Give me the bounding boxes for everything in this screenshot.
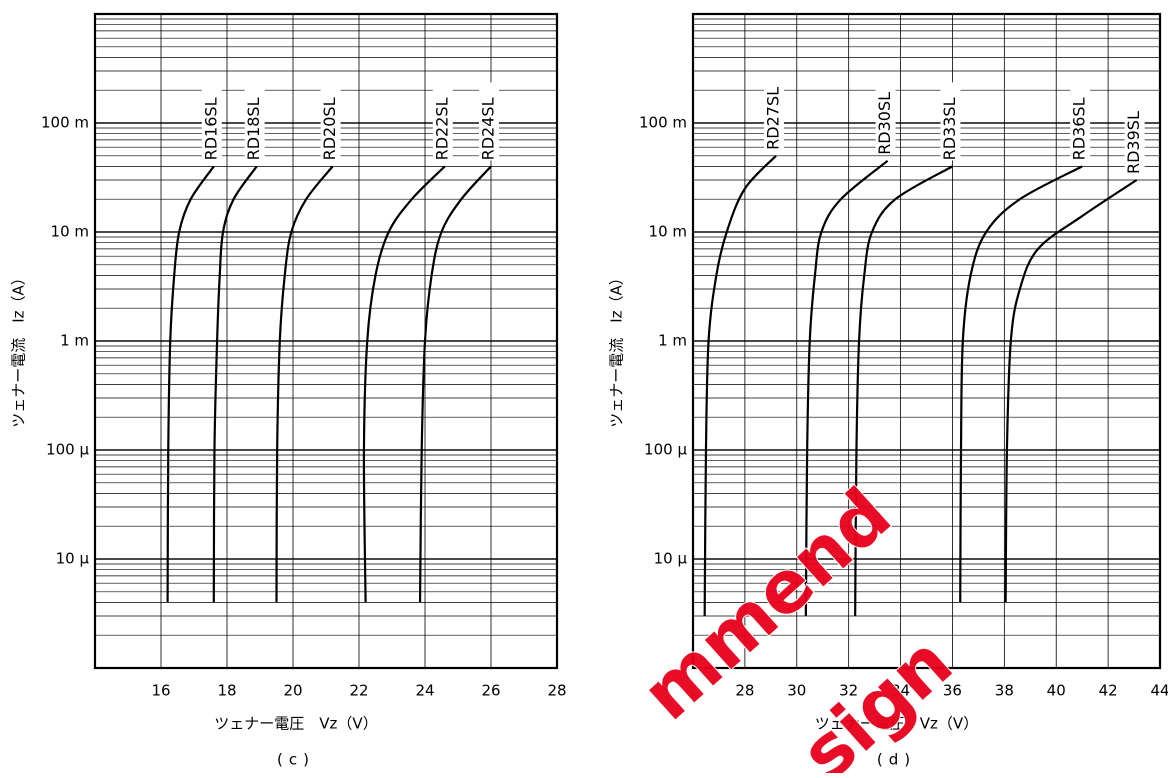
series-label: RD27SL — [764, 87, 783, 150]
x-tick-label: 16 — [151, 682, 170, 700]
series-label: RD39SL — [1124, 111, 1143, 174]
x-tick-label: 26 — [481, 682, 500, 700]
series-label: RD20SL — [320, 97, 339, 160]
y-tick-label: 100 μ — [644, 441, 687, 459]
x-tick-label: 22 — [349, 682, 368, 700]
series-label: RD36SL — [1070, 97, 1089, 160]
x-tick-label: 40 — [1047, 682, 1066, 700]
y-tick-label: 1 m — [658, 332, 687, 350]
x-axis-title: ツェナー電圧 Vz（V） — [214, 715, 377, 733]
x-tick-label: 24 — [415, 682, 434, 700]
x-tick-label: 44 — [1150, 682, 1168, 700]
y-tick-label: 100 m — [639, 114, 687, 132]
x-tick-label: 42 — [1099, 682, 1118, 700]
y-tick-label: 1 m — [60, 332, 89, 350]
series-label: RD16SL — [201, 97, 220, 160]
series-label: RD22SL — [432, 97, 451, 160]
series-label: RD18SL — [244, 97, 263, 160]
x-tick-label: 38 — [995, 682, 1014, 700]
y-tick-label: 10 μ — [56, 550, 90, 568]
y-tick-label: 10 μ — [654, 550, 688, 568]
x-tick-label: 18 — [217, 682, 236, 700]
chart: 100 m 10 m 1 m 100 μ 10 μ 16 18 20 22 24 26 28 ツェナー電… — [10, 14, 567, 769]
x-tick-label: 30 — [787, 682, 806, 700]
y-tick-label: 100 μ — [46, 441, 89, 459]
series-label: RD24SL — [479, 97, 498, 160]
y-axis-title: ツェナー電流 Iz（A） — [10, 270, 28, 428]
x-tick-label: 20 — [283, 682, 302, 700]
y-tick-label: 10 m — [649, 223, 687, 241]
series-label: RD30SL — [875, 92, 894, 155]
y-tick-label: 100 m — [41, 114, 89, 132]
chart-subtitle: (c) — [277, 751, 315, 769]
series-label: RD33SL — [940, 97, 959, 160]
x-tick-label: 28 — [547, 682, 566, 700]
curve — [705, 156, 776, 616]
watermark: sign — [785, 620, 968, 773]
y-axis-title: ツェナー電流 Iz（A） — [608, 270, 626, 428]
y-tick-label: 10 m — [51, 223, 89, 241]
curve — [1006, 180, 1137, 602]
